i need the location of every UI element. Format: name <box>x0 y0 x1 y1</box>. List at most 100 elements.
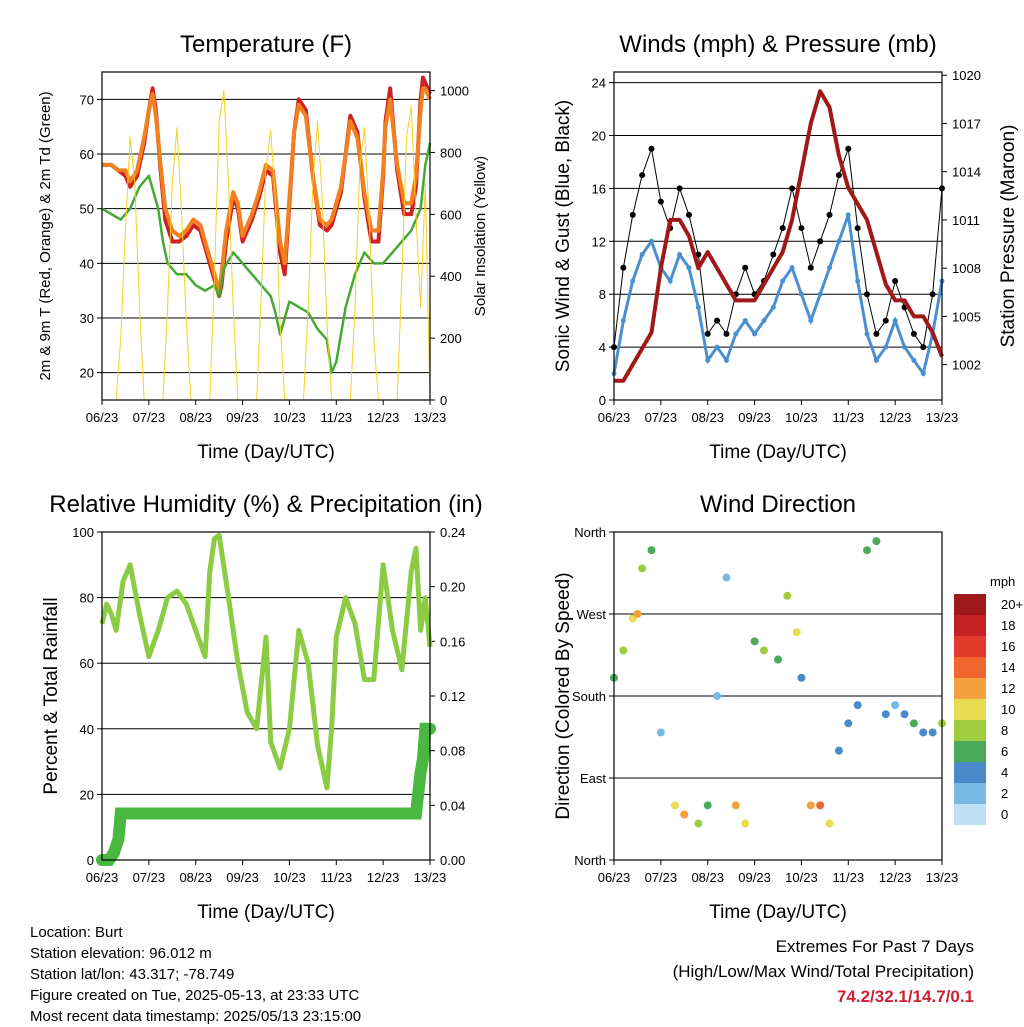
plot-frame <box>101 531 431 861</box>
y-tick-label: 0 <box>87 853 94 868</box>
y-right-tick-label: 0.08 <box>440 744 465 759</box>
y-right-tick-label: 0.24 <box>440 525 465 540</box>
y-tick-label: West <box>577 607 607 622</box>
x-tick-label: 11/23 <box>832 410 864 425</box>
y-tick-label: 100 <box>72 525 94 540</box>
x-tick-label: 13/23 <box>926 870 959 885</box>
y-tick-label: 24 <box>592 76 606 91</box>
x-tick-label: 09/23 <box>738 870 771 885</box>
x-tick-label: 12/23 <box>879 410 912 425</box>
y-axis-label: Direction (Colored By Speed) <box>553 572 574 819</box>
x-tick-label: 13/23 <box>414 870 447 885</box>
extremes-values: 74.2/32.1/14.7/0.1 <box>836 987 974 1006</box>
x-tick-label: 07/23 <box>645 870 678 885</box>
series-line <box>614 89 944 383</box>
y-tick-label: 40 <box>80 256 94 271</box>
y-right-tick-label: 0.20 <box>440 580 465 595</box>
y-tick-label: 20 <box>80 366 94 381</box>
direction-point <box>816 801 825 810</box>
direction-point <box>797 673 806 682</box>
x-tick-label: 07/23 <box>133 410 166 425</box>
y-right-tick-label: 0.16 <box>440 634 465 649</box>
x-tick-label: 10/23 <box>273 410 306 425</box>
y-tick-label: South <box>572 689 606 704</box>
legend-label: 2 <box>1001 786 1008 801</box>
y-right-tick-label: 0.12 <box>440 689 465 704</box>
y-right-axis-label: Station Pressure (Maroon) <box>998 125 1019 348</box>
y-axis-label: Sonic Wind & Gust (Blue, Black) <box>553 100 574 372</box>
y-tick-label: North <box>574 525 606 540</box>
direction-point <box>670 801 679 810</box>
direction-point <box>741 819 750 828</box>
legend-label: 12 <box>1001 681 1015 696</box>
plot-frame <box>613 71 943 401</box>
legend-swatch <box>954 615 986 636</box>
x-tick-label: 11/23 <box>320 870 352 885</box>
series-line <box>101 142 432 374</box>
direction-point <box>647 546 656 555</box>
direction-point <box>834 746 843 755</box>
legend-swatch <box>954 636 986 657</box>
x-tick-label: 10/23 <box>785 410 818 425</box>
y-right-tick-label: 1017 <box>952 116 981 131</box>
latlon-text: Station lat/lon: 43.317; -78.749 <box>30 966 235 983</box>
direction-point <box>722 573 731 582</box>
legend-label: 18 <box>1001 618 1015 633</box>
x-tick-label: 08/23 <box>179 870 212 885</box>
direction-point <box>680 810 689 819</box>
x-tick-label: 10/23 <box>785 870 818 885</box>
y-right-tick-label: 1011 <box>952 213 980 228</box>
legend-swatch <box>954 657 986 678</box>
direction-point <box>656 728 665 737</box>
y-right-tick-label: 200 <box>440 331 462 346</box>
recent-timestamp-text: Most recent data timestamp: 2025/05/13 2… <box>30 1008 362 1025</box>
y-tick-label: 80 <box>80 591 94 606</box>
y-tick-label: 60 <box>80 147 94 162</box>
y-axis-label: Percent & Total Rainfall <box>41 597 62 794</box>
direction-point <box>919 728 928 737</box>
chart-title: Wind Direction <box>700 491 856 518</box>
y-right-tick-label: 800 <box>440 145 462 160</box>
y-tick-label: 4 <box>599 340 606 355</box>
legend-swatch <box>954 699 986 720</box>
x-axis-label: Time (Day/UTC) <box>709 442 847 463</box>
legend-swatch <box>954 762 986 783</box>
x-tick-label: 12/23 <box>367 870 400 885</box>
x-tick-label: 09/23 <box>226 870 259 885</box>
x-tick-label: 09/23 <box>738 410 771 425</box>
legend-swatch <box>954 804 986 825</box>
direction-point <box>694 819 703 828</box>
extremes-title: Extremes For Past 7 Days <box>775 937 974 956</box>
direction-point <box>713 692 722 700</box>
y-right-tick-label: 600 <box>440 207 462 222</box>
legend-label: 0 <box>1001 807 1008 822</box>
direction-point <box>731 801 740 810</box>
x-tick-label: 06/23 <box>86 870 119 885</box>
y-tick-label: 20 <box>80 787 94 802</box>
x-tick-label: 13/23 <box>926 410 959 425</box>
direction-point <box>853 701 862 710</box>
x-tick-label: 09/23 <box>226 410 259 425</box>
y-tick-label: 0 <box>599 393 606 408</box>
y-tick-label: East <box>580 771 606 786</box>
chart-panel-4: Wind Direction North East South West North 06/… <box>553 491 1023 923</box>
x-tick-label: 06/23 <box>598 870 631 885</box>
y-tick-label: 30 <box>80 311 94 326</box>
legend-swatch <box>954 783 986 804</box>
extremes-subtitle: (High/Low/Max Wind/Total Precipitation) <box>672 962 974 981</box>
chart-title: Winds (mph) & Pressure (mb) <box>619 31 936 58</box>
direction-point <box>759 646 768 655</box>
y-right-axis-label: Solar Insolation (Yellow) <box>472 156 489 316</box>
y-right-tick-label: 1005 <box>952 309 981 324</box>
legend-swatch <box>954 678 986 699</box>
created-text: Figure created on Tue, 2025-05-13, at 23… <box>30 987 360 1004</box>
y-tick-label: 20 <box>592 128 606 143</box>
y-axis-label: 2m & 9m T (Red, Orange) & 2m Td (Green) <box>37 91 54 380</box>
y-right-tick-label: 1020 <box>952 68 981 83</box>
chart-title: Temperature (F) <box>180 31 352 58</box>
station-info: Location: Burt Station elevation: 96.012… <box>30 922 361 1027</box>
y-right-tick-label: 1002 <box>952 358 981 373</box>
x-tick-label: 13/23 <box>414 410 447 425</box>
elevation-text: Station elevation: 96.012 m <box>30 945 212 962</box>
direction-point <box>881 710 890 719</box>
